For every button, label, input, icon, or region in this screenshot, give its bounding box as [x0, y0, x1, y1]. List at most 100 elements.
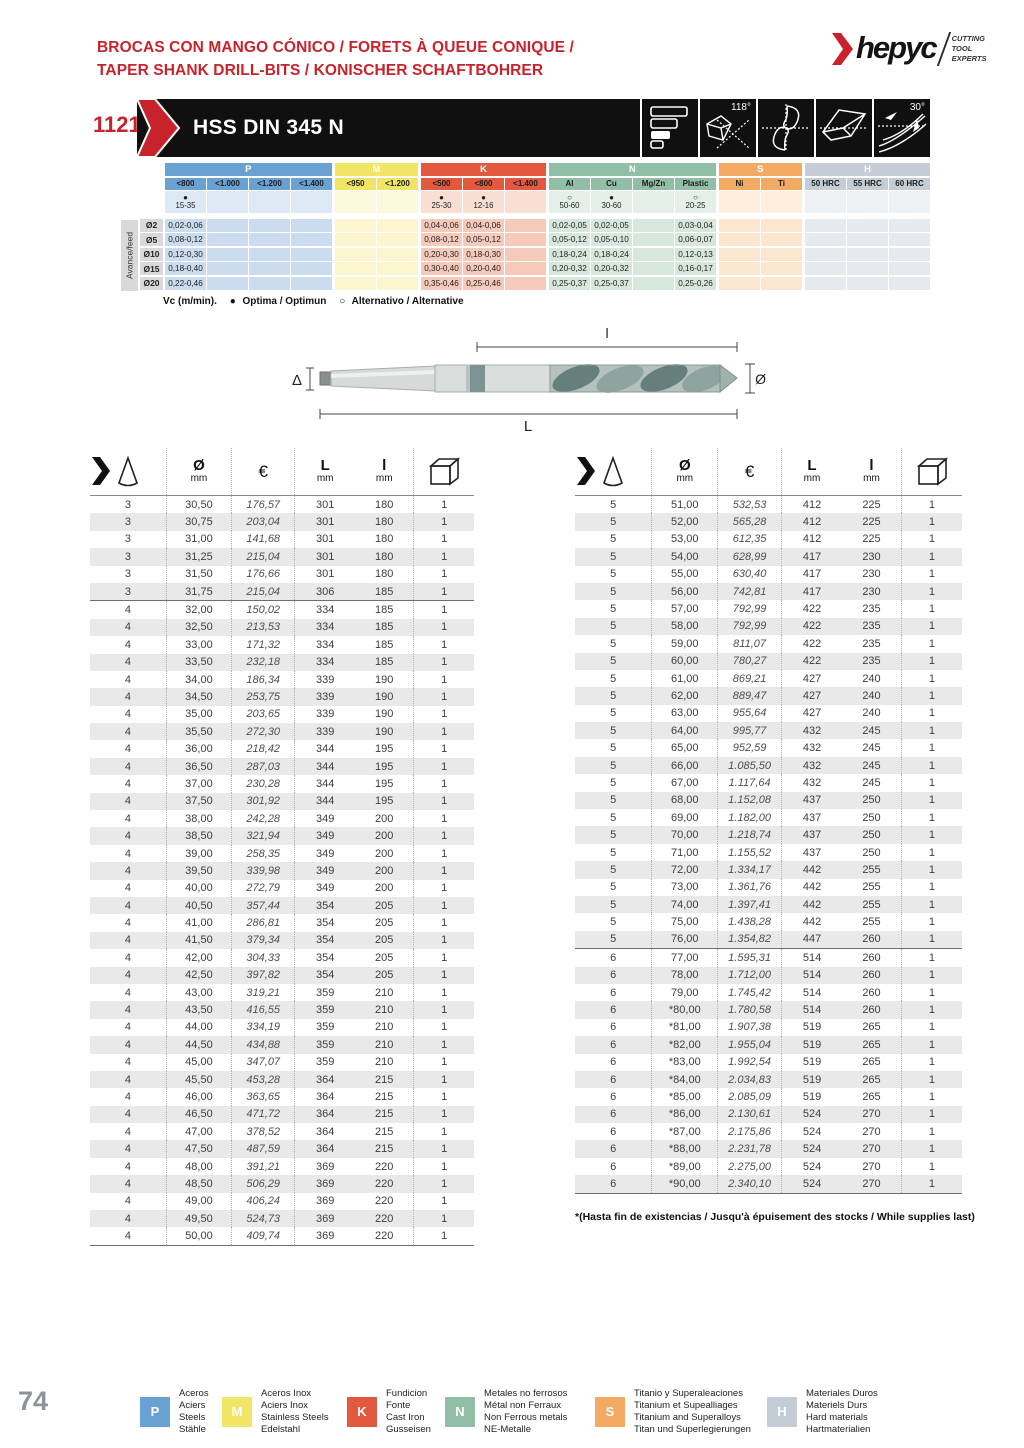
diameter-cell: 30,50: [167, 496, 233, 514]
subcolumn-header-S-0: Ni: [719, 177, 760, 190]
flute-length-cell: 270: [842, 1140, 902, 1158]
diameter-cell: *85,00: [652, 1088, 719, 1106]
flute-length-cell: 225: [842, 530, 902, 549]
diameter-cell: 47,50: [167, 1140, 233, 1158]
taper-cell: 4: [90, 966, 167, 984]
flute-length-cell: 185: [355, 618, 415, 637]
overall-length-cell: 514: [802, 969, 822, 982]
price-cell: 272,79: [232, 879, 296, 897]
diameter-row-label: Ø15: [140, 262, 163, 275]
diameter-cell: 42,50: [167, 966, 233, 984]
material-group-swatch-P: P: [140, 1396, 170, 1427]
diameter-cell: 30,75: [167, 513, 233, 531]
diameter-cell: 31,50: [167, 565, 233, 583]
diameter-cell: *84,00: [652, 1070, 719, 1089]
vc-cell-N-1: ● 30-60: [591, 191, 632, 213]
flute-length-cell: 205: [355, 949, 415, 967]
taper-cell: 4: [90, 1070, 167, 1089]
taper-cell: 4: [90, 618, 167, 637]
product-row: 4 50,00 409,74 369 220 1: [90, 1227, 474, 1245]
feed-value-cell: 0,20-0,32: [549, 262, 590, 275]
label-spacer: [140, 163, 163, 176]
flute-length-cell: 210: [355, 1001, 415, 1019]
page-number: 74: [18, 1386, 49, 1416]
feed-value-cell: [505, 247, 546, 261]
product-row: 5 54,00 628,99 417 230 1: [575, 548, 962, 566]
taper-column-header: [575, 448, 653, 495]
pack-qty-cell: 1: [928, 829, 936, 842]
flute-length-cell: 225: [842, 496, 902, 514]
overall-length-cell: 301: [316, 550, 335, 563]
overall-length-cell: 519: [802, 1056, 822, 1069]
diameter-cell: 71,00: [652, 843, 719, 862]
overall-length-cell: 422: [802, 620, 822, 633]
taper-cell: 6: [575, 1175, 653, 1193]
taper-cell: 3: [90, 548, 167, 566]
feed-value-cell: [805, 233, 846, 246]
flute-length-cell: 270: [842, 1157, 902, 1176]
diameter-cell: 59,00: [652, 635, 719, 653]
helix-angle-icon: 30°: [872, 99, 930, 157]
feed-value-cell: [505, 276, 546, 290]
price-cell: 1.361,76: [718, 878, 783, 896]
overall-length-cell: 344: [316, 777, 335, 790]
feed-value-cell: [889, 218, 930, 232]
product-row: 6 77,00 1.595,31 514 260 1: [575, 948, 962, 967]
overall-length-cell: 339: [316, 725, 335, 738]
diameter-column-header: Ø mm: [167, 448, 233, 495]
product-row: 6 *89,00 2.275,00 524 270 1: [575, 1157, 962, 1176]
price-cell: 397,82: [232, 966, 296, 984]
legend-item-S: S Titanio y Superaleaciones Titanium et Su…: [595, 1388, 751, 1436]
packaging-box-icon: [916, 456, 948, 486]
feed-value-cell: 0,04-0,06: [463, 218, 504, 232]
product-row: 4 36,00 218,42 344 195 1: [90, 740, 474, 758]
subcolumn-header-M-1: <1.200: [377, 177, 418, 190]
flute-length-cell: 260: [842, 930, 902, 949]
price-cell: 186,34: [232, 670, 296, 689]
diameter-cell: 74,00: [652, 895, 719, 914]
overall-length-cell: 427: [802, 672, 822, 685]
product-row: 6 *87,00 2.175,86 524 270 1: [575, 1123, 962, 1141]
taper-cell: 4: [90, 1192, 167, 1211]
overall-length-cell: 354: [316, 917, 335, 930]
pack-qty-cell: 1: [441, 585, 448, 598]
overall-length-cell: 432: [802, 776, 822, 789]
pack-qty-cell: 1: [928, 898, 936, 911]
legend-text: Titanio y Superaleaciones Titanium et Sup…: [634, 1388, 751, 1435]
overall-length-cell: 334: [316, 638, 335, 651]
product-row: 5 62,00 889,47 427 240 1: [575, 687, 962, 705]
diameter-cell: 45,00: [167, 1053, 233, 1071]
taper-cell: 5: [575, 617, 653, 636]
overall-length-cell: 524: [802, 1143, 822, 1156]
subcolumn-header-K-1: <800: [463, 177, 504, 190]
taper-cell: 5: [575, 878, 653, 896]
feed-value-cell: 0,25-0,46: [463, 276, 504, 290]
price-cell: 363,65: [232, 1088, 296, 1106]
pack-qty-cell: 1: [928, 655, 936, 668]
flute-length-cell: 180: [355, 530, 415, 549]
feed-value-cell: [207, 218, 248, 232]
pack-qty-cell: 1: [441, 550, 448, 563]
diameter-cell: 42,00: [167, 949, 233, 967]
overall-length-cell: 339: [316, 690, 335, 703]
diameter-cell: 46,00: [167, 1088, 233, 1106]
flute-length-cell: 230: [842, 582, 902, 601]
pack-qty-cell: 1: [441, 1021, 448, 1034]
taper-cell: 5: [575, 652, 653, 670]
morse-taper-icon: [117, 455, 138, 486]
overall-length-cell: 369: [316, 1160, 335, 1173]
taper-cell: 4: [90, 931, 167, 950]
taper-cell: 5: [575, 843, 653, 862]
price-cell: 321,94: [232, 827, 296, 845]
feed-value-cell: 0,30-0,40: [421, 262, 462, 275]
price-cell: 1.907,38: [718, 1018, 783, 1037]
product-row: 4 41,50 379,34 354 205 1: [90, 931, 474, 950]
optima-dot: ●: [439, 192, 444, 202]
diameter-cell: 38,50: [167, 827, 233, 845]
overall-length-cell: 422: [802, 655, 822, 668]
diameter-cell: 33,50: [167, 653, 233, 671]
flute-length-cell: 210: [355, 983, 415, 1002]
hepyc-chevron-icon: [92, 457, 110, 485]
price-cell: 471,72: [232, 1105, 296, 1124]
taper-cell: 4: [90, 653, 167, 671]
